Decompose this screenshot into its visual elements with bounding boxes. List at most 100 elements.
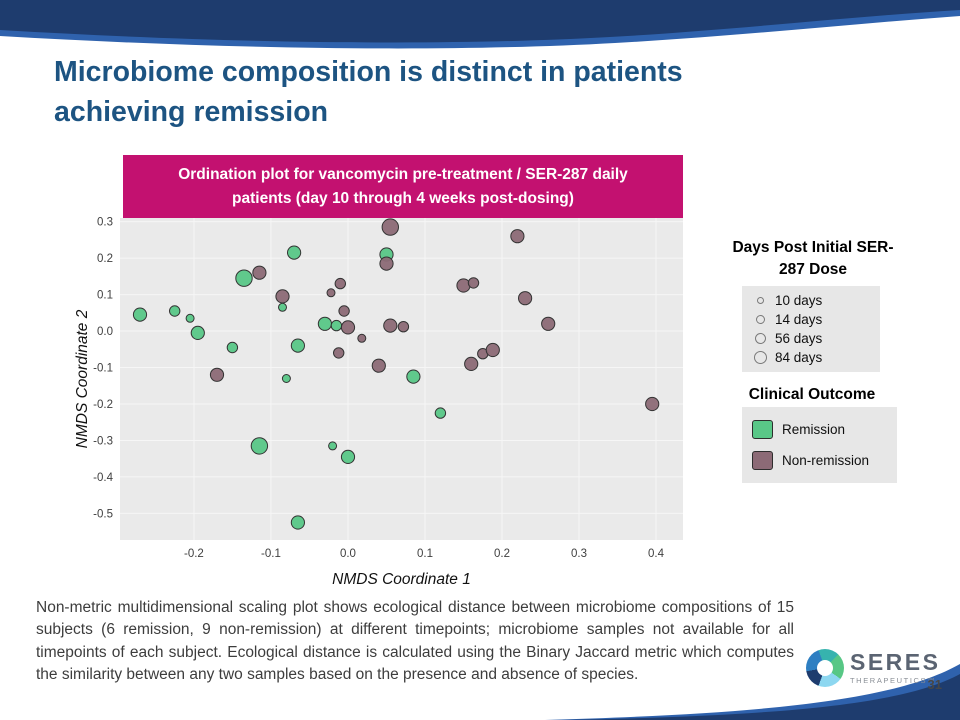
seres-logo-icon: [806, 649, 844, 687]
data-point: [326, 288, 336, 298]
size-circle-10-icon: [752, 297, 768, 304]
data-point: [464, 356, 479, 371]
remission-swatch-icon: [752, 420, 773, 439]
axis-ticks: -0.2 -0.1 0.0 0.1 0.2 0.3 0.4 0.3 0.2 0.1 0.0 -0.1 -…: [93, 217, 664, 560]
caption-text: Non-metric multidimensional scaling plot…: [36, 599, 794, 683]
svg-text:0.3: 0.3: [571, 548, 587, 560]
svg-text:0.0: 0.0: [340, 548, 356, 560]
data-point: [132, 307, 148, 322]
data-point: [330, 319, 343, 332]
data-point: [541, 316, 556, 331]
svg-text:0.1: 0.1: [97, 290, 113, 302]
svg-text:-0.2: -0.2: [184, 548, 204, 560]
svg-text:-0.3: -0.3: [93, 435, 113, 447]
outcome-legend-label: Remission: [782, 422, 846, 437]
size-legend-label: 14 days: [775, 312, 823, 327]
data-point: [518, 291, 533, 306]
svg-text:-0.1: -0.1: [261, 548, 281, 560]
data-point: [209, 367, 225, 382]
data-point: [185, 313, 195, 323]
data-point: [328, 441, 338, 451]
size-legend-label: 56 days: [775, 331, 823, 346]
seres-logo: SERES THERAPEUTICS™: [806, 649, 940, 687]
seres-logo-text: SERES THERAPEUTICS™: [850, 649, 941, 686]
logo-name: SERES: [850, 649, 941, 675]
chart-header: Ordination plot for vancomycin pre-treat…: [123, 155, 683, 218]
svg-text:0.2: 0.2: [494, 548, 510, 560]
data-point: [317, 316, 332, 331]
gridlines: [120, 218, 683, 540]
data-point: [371, 358, 386, 373]
size-legend-item-56: 56 days: [752, 329, 870, 348]
data-point: [340, 449, 356, 464]
data-point: [275, 289, 290, 304]
svg-text:0.3: 0.3: [97, 217, 113, 229]
size-circle-14-icon: [752, 315, 768, 324]
data-point: [169, 305, 181, 317]
size-legend-label: 10 days: [775, 293, 823, 308]
data-point: [190, 325, 205, 341]
size-legend: 10 days 14 days 56 days 84 days: [742, 286, 880, 372]
data-point: [406, 369, 421, 384]
svg-text:0.0: 0.0: [97, 326, 113, 338]
svg-text:0.4: 0.4: [648, 548, 665, 560]
data-point: [333, 347, 345, 359]
chart-header-text: Ordination plot for vancomycin pre-treat…: [178, 166, 628, 207]
data-point: [397, 321, 410, 333]
page-number: 31: [927, 677, 942, 692]
plot-area: [120, 218, 683, 540]
data-point: [278, 302, 287, 312]
data-point: [226, 341, 239, 354]
svg-text:-0.4: -0.4: [93, 472, 113, 484]
data-point: [467, 277, 480, 289]
seres-logo-icon-center: [817, 660, 833, 676]
logo-subtitle: THERAPEUTICS™: [850, 676, 937, 685]
bottom-banner-graphic: [545, 664, 960, 720]
data-point: [645, 396, 660, 412]
data-point: [281, 374, 291, 383]
size-legend-item-10: 10 days: [752, 291, 870, 310]
data-point: [383, 318, 398, 333]
svg-text:0.1: 0.1: [417, 548, 433, 560]
data-point: [235, 269, 253, 287]
size-legend-item-84: 84 days: [752, 348, 870, 367]
size-circle-84-icon: [752, 351, 768, 364]
top-banner-graphic: [0, 0, 960, 49]
outcome-legend: Remission Non-remission: [742, 407, 897, 483]
data-point: [381, 218, 399, 236]
nmds-scatter-plot: -0.2 -0.1 0.0 0.1 0.2 0.3 0.4 0.3 0.2 0.1 0.0 -0.1 -…: [75, 217, 683, 588]
data-point: [334, 277, 346, 290]
data-points: [132, 218, 660, 530]
data-point: [434, 407, 447, 419]
y-axis-label: NMDS Coordinate 2: [75, 309, 91, 448]
svg-text:-0.2: -0.2: [93, 399, 113, 411]
data-point: [338, 305, 350, 317]
non-remission-swatch-icon: [752, 451, 773, 470]
size-legend-label: 84 days: [775, 350, 823, 365]
data-point: [510, 229, 525, 244]
data-point: [252, 265, 267, 280]
data-point: [290, 515, 305, 530]
data-point: [379, 256, 394, 271]
data-point: [340, 320, 356, 335]
series-remission: [132, 245, 447, 530]
data-point: [456, 278, 471, 293]
outcome-legend-title: Clinical Outcome: [748, 386, 876, 403]
data-point: [290, 338, 305, 353]
series-non-remission: [209, 218, 660, 412]
size-legend-item-14: 14 days: [752, 310, 870, 329]
size-legend-title: Days Post Initial SER-287 Dose: [732, 239, 894, 278]
data-point: [485, 342, 500, 358]
data-point: [357, 333, 367, 343]
outcome-legend-label: Non-remission: [782, 453, 870, 468]
svg-text:-0.1: -0.1: [93, 363, 113, 375]
svg-text:-0.5: -0.5: [93, 508, 113, 520]
x-axis-label: NMDS Coordinate 1: [332, 571, 471, 588]
size-circle-56-icon: [752, 333, 768, 344]
data-point: [250, 437, 269, 455]
legend-item-non-remission: Non-remission: [752, 445, 887, 476]
svg-text:0.2: 0.2: [97, 253, 113, 265]
data-point: [287, 245, 302, 260]
legend-item-remission: Remission: [752, 414, 887, 445]
